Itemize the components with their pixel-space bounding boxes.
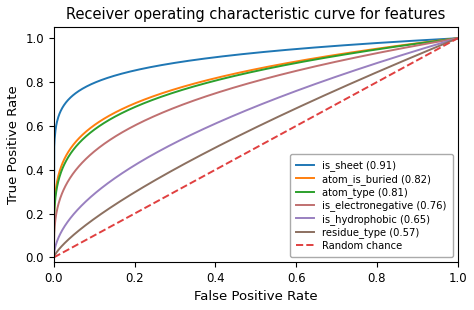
is_electronegative (0.76) bbox=[229, 86, 235, 90]
Line: is_sheet (0.91): is_sheet (0.91) bbox=[54, 38, 458, 257]
Line: atom_type (0.81): atom_type (0.81) bbox=[54, 38, 458, 257]
atom_type (0.81) bbox=[366, 49, 372, 52]
atom_is_buried (0.82) bbox=[366, 48, 372, 52]
atom_is_buried (0.82) bbox=[92, 123, 98, 126]
atom_type (0.81) bbox=[328, 55, 334, 59]
residue_type (0.57) bbox=[366, 74, 372, 78]
X-axis label: False Positive Rate: False Positive Rate bbox=[194, 290, 318, 303]
atom_type (0.81) bbox=[455, 36, 461, 40]
Title: Receiver operating characteristic curve for features: Receiver operating characteristic curve … bbox=[66, 7, 446, 22]
atom_type (0.81) bbox=[214, 78, 220, 82]
is_electronegative (0.76) bbox=[373, 51, 379, 55]
residue_type (0.57) bbox=[51, 255, 57, 259]
is_electronegative (0.76) bbox=[328, 61, 334, 64]
atom_is_buried (0.82) bbox=[455, 36, 461, 40]
is_sheet (0.91) bbox=[229, 53, 235, 57]
is_sheet (0.91) bbox=[92, 81, 98, 84]
Line: atom_is_buried (0.82): atom_is_buried (0.82) bbox=[54, 38, 458, 257]
is_hydrophobic (0.65) bbox=[328, 77, 334, 80]
is_hydrophobic (0.65) bbox=[51, 255, 57, 259]
atom_type (0.81) bbox=[92, 127, 98, 131]
residue_type (0.57) bbox=[214, 145, 220, 148]
Legend: is_sheet (0.91), atom_is_buried (0.82), atom_type (0.81), is_electronegative (0.: is_sheet (0.91), atom_is_buried (0.82), … bbox=[291, 154, 453, 257]
is_sheet (0.91) bbox=[51, 255, 57, 259]
atom_is_buried (0.82) bbox=[229, 73, 235, 76]
atom_is_buried (0.82) bbox=[214, 76, 220, 80]
atom_type (0.81) bbox=[229, 75, 235, 78]
Line: is_electronegative (0.76): is_electronegative (0.76) bbox=[54, 38, 458, 257]
residue_type (0.57) bbox=[373, 71, 379, 74]
residue_type (0.57) bbox=[455, 36, 461, 40]
Line: is_hydrophobic (0.65): is_hydrophobic (0.65) bbox=[54, 38, 458, 257]
is_sheet (0.91) bbox=[214, 55, 220, 59]
atom_is_buried (0.82) bbox=[328, 54, 334, 57]
is_sheet (0.91) bbox=[328, 44, 334, 48]
atom_type (0.81) bbox=[373, 48, 379, 51]
is_sheet (0.91) bbox=[373, 41, 379, 45]
is_electronegative (0.76) bbox=[366, 53, 372, 57]
Line: residue_type (0.57): residue_type (0.57) bbox=[54, 38, 458, 257]
is_hydrophobic (0.65) bbox=[92, 191, 98, 195]
is_electronegative (0.76) bbox=[51, 255, 57, 259]
residue_type (0.57) bbox=[328, 91, 334, 94]
is_hydrophobic (0.65) bbox=[366, 64, 372, 68]
is_hydrophobic (0.65) bbox=[229, 115, 235, 118]
Y-axis label: True Positive Rate: True Positive Rate bbox=[7, 85, 20, 204]
residue_type (0.57) bbox=[92, 216, 98, 220]
residue_type (0.57) bbox=[229, 137, 235, 141]
atom_is_buried (0.82) bbox=[373, 47, 379, 51]
is_hydrophobic (0.65) bbox=[373, 61, 379, 65]
is_sheet (0.91) bbox=[455, 36, 461, 40]
is_electronegative (0.76) bbox=[455, 36, 461, 40]
is_hydrophobic (0.65) bbox=[214, 121, 220, 125]
atom_is_buried (0.82) bbox=[51, 255, 57, 259]
is_sheet (0.91) bbox=[366, 42, 372, 46]
is_electronegative (0.76) bbox=[214, 91, 220, 95]
atom_type (0.81) bbox=[51, 255, 57, 259]
is_electronegative (0.76) bbox=[92, 149, 98, 153]
is_hydrophobic (0.65) bbox=[455, 36, 461, 40]
